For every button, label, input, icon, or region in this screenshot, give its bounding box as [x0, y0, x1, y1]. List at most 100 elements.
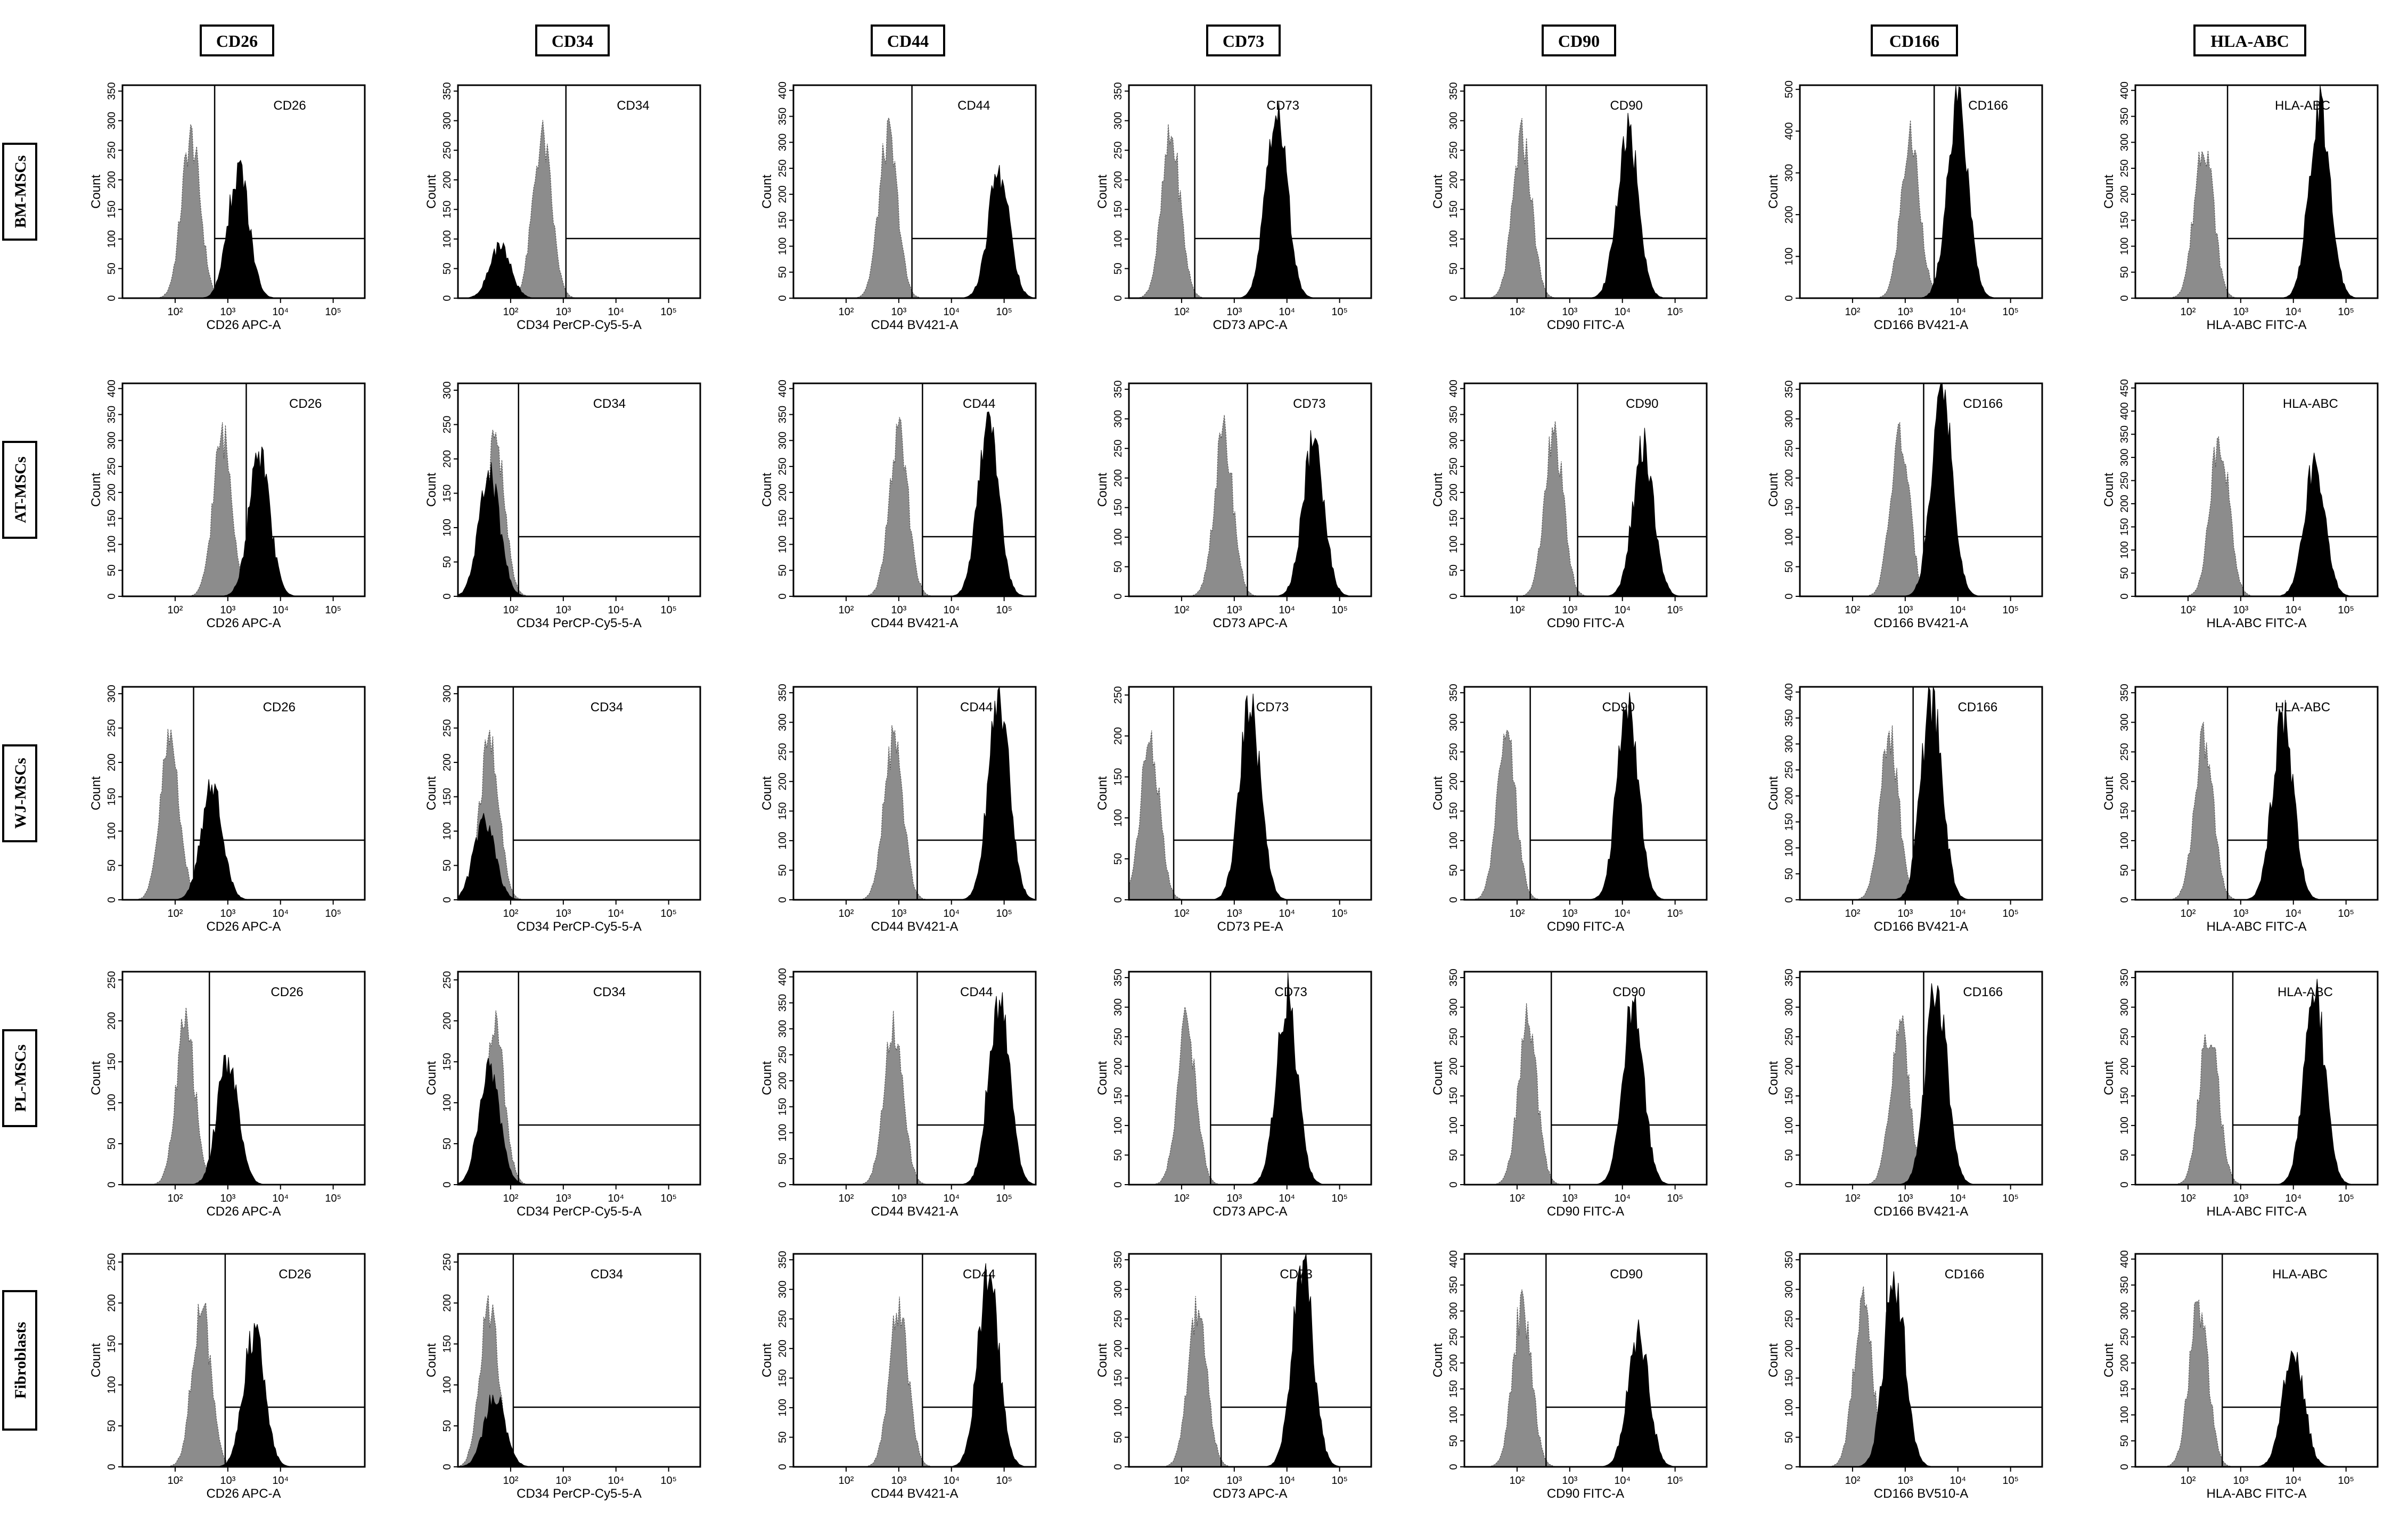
y-tick-label: 100 [777, 237, 789, 255]
y-tick-label: 250 [441, 1253, 453, 1271]
y-axis-label: Count [1095, 776, 1110, 810]
y-tick-label: 50 [1783, 1149, 1795, 1161]
y-tick-label: 300 [1448, 713, 1460, 731]
x-tick-label: 10² [2180, 1475, 2196, 1487]
y-tick-label: 200 [1448, 1057, 1460, 1075]
histogram-panel: CD44 0 50 100 150 200 250 300 350 400 Count 10² 10³ 1… [760, 81, 1037, 332]
marker-histogram [1800, 1271, 2042, 1467]
gate-label: CD166 [1945, 1267, 1985, 1282]
x-axis-label: CD166 BV510-A [1874, 1487, 1968, 1501]
y-tick-label: 100 [2119, 1116, 2131, 1134]
y-tick-label: 250 [106, 971, 118, 989]
y-tick-label: 0 [2119, 593, 2131, 599]
column-header-label: CD73 [1223, 31, 1264, 51]
y-axis-label: Count [424, 175, 439, 209]
x-tick-label: 10⁴ [1950, 908, 1966, 920]
histogram-panel: CD26 0 50 100 150 200 250 300 Count 10² 10³ 10⁴ 10⁵ C… [89, 685, 366, 934]
x-axis-label: CD44 BV421-A [871, 616, 958, 630]
y-axis-label: Count [760, 1343, 774, 1377]
y-tick-label: 250 [1112, 1028, 1124, 1046]
plot-frame [1463, 84, 1708, 299]
plot-frame [1128, 686, 1372, 901]
x-tick-label: 10⁴ [608, 1475, 624, 1487]
y-axis-label: Count [1766, 1061, 1781, 1095]
x-tick-label: 10⁵ [660, 604, 677, 616]
y-tick-label: 150 [106, 1335, 118, 1353]
y-tick-label: 250 [1448, 1028, 1460, 1046]
marker-histogram [1464, 428, 1707, 597]
y-axis-label: Count [424, 473, 439, 507]
x-tick-label: 10³ [1562, 306, 1577, 318]
x-tick-label: 10⁴ [943, 306, 960, 318]
plot-frame [792, 1253, 1037, 1468]
gate-label: HLA-ABC [2278, 985, 2333, 999]
x-tick-label: 10³ [1897, 604, 1913, 616]
y-tick-label: 150 [2119, 802, 2131, 820]
y-tick-label: 0 [1112, 1181, 1124, 1187]
y-tick-label: 0 [441, 1181, 453, 1187]
x-axis-label: CD34 PerCP-Cy5-5-A [517, 616, 642, 630]
y-axis-label: Count [760, 1061, 774, 1095]
gate-label: HLA-ABC [2283, 397, 2338, 411]
y-tick-label: 300 [777, 1020, 789, 1038]
y-tick-label: 50 [1112, 1431, 1124, 1443]
y-tick-label: 350 [777, 108, 789, 125]
x-tick-label: 10² [1845, 604, 1860, 616]
y-tick-label: 50 [1783, 1431, 1795, 1443]
y-tick-label: 100 [1783, 248, 1795, 265]
y-tick-label: 0 [1112, 1464, 1124, 1469]
gate-label: CD44 [957, 98, 990, 113]
histogram-panel: CD44 0 50 100 150 200 250 300 350 400 Count 10² 10³ 1… [760, 968, 1037, 1219]
gate-label: CD26 [271, 985, 303, 999]
y-tick-label: 0 [1783, 897, 1795, 902]
marker-histogram [2135, 979, 2378, 1185]
y-tick-label: 300 [441, 381, 453, 399]
y-tick-label: 150 [441, 1335, 453, 1353]
gate-label: CD44 [960, 700, 993, 715]
x-tick-label: 10³ [220, 1475, 235, 1487]
column-header-box [871, 24, 945, 56]
y-tick-label: 50 [106, 859, 118, 871]
x-tick-label: 10² [1845, 1193, 1860, 1204]
control-histogram [2135, 721, 2378, 900]
x-tick-label: 10² [167, 908, 183, 920]
x-tick-label: 10³ [555, 1193, 571, 1204]
y-tick-label: 350 [2119, 968, 2131, 986]
gate-label: CD90 [1610, 1267, 1642, 1282]
x-tick-label: 10² [167, 306, 183, 318]
y-tick-label: 50 [441, 1138, 453, 1150]
x-tick-label: 10⁵ [2338, 908, 2354, 920]
y-tick-label: 350 [2119, 1276, 2131, 1294]
y-tick-label: 150 [441, 1053, 453, 1071]
row-label: BM-MSCs [2, 143, 37, 241]
y-tick-label: 0 [1448, 1181, 1460, 1187]
y-tick-label: 350 [1448, 406, 1460, 423]
y-tick-label: 150 [1783, 813, 1795, 831]
y-tick-label: 50 [1448, 864, 1460, 876]
y-tick-label: 200 [1783, 469, 1795, 487]
control-histogram [1800, 1286, 2042, 1467]
x-tick-label: 10⁴ [1950, 1193, 1966, 1204]
marker-histogram [793, 686, 1036, 900]
x-tick-label: 10³ [2233, 908, 2248, 920]
x-tick-label: 10⁵ [1331, 604, 1348, 616]
marker-histogram [457, 1057, 700, 1185]
y-tick-label: 100 [1112, 1399, 1124, 1416]
y-tick-label: 0 [777, 295, 789, 301]
marker-histogram [122, 159, 365, 299]
x-tick-label: 10² [503, 306, 518, 318]
gate-label: CD73 [1267, 98, 1299, 113]
x-tick-label: 10³ [891, 1193, 906, 1204]
y-tick-label: 0 [106, 1464, 118, 1469]
histogram-panel: CD73 0 50 100 150 200 250 Count 10² 10³ 10⁴ 10⁵ CD73… [1095, 686, 1372, 934]
x-tick-label: 10⁵ [1667, 306, 1683, 318]
x-tick-label: 10⁴ [272, 1475, 289, 1487]
x-tick-label: 10³ [220, 1193, 235, 1204]
x-tick-label: 10⁵ [1667, 604, 1683, 616]
y-tick-label: 200 [777, 483, 789, 501]
x-tick-label: 10⁴ [2285, 604, 2301, 616]
y-tick-label: 100 [1112, 528, 1124, 546]
control-histogram [1464, 1289, 1707, 1467]
y-tick-label: 150 [777, 211, 789, 229]
